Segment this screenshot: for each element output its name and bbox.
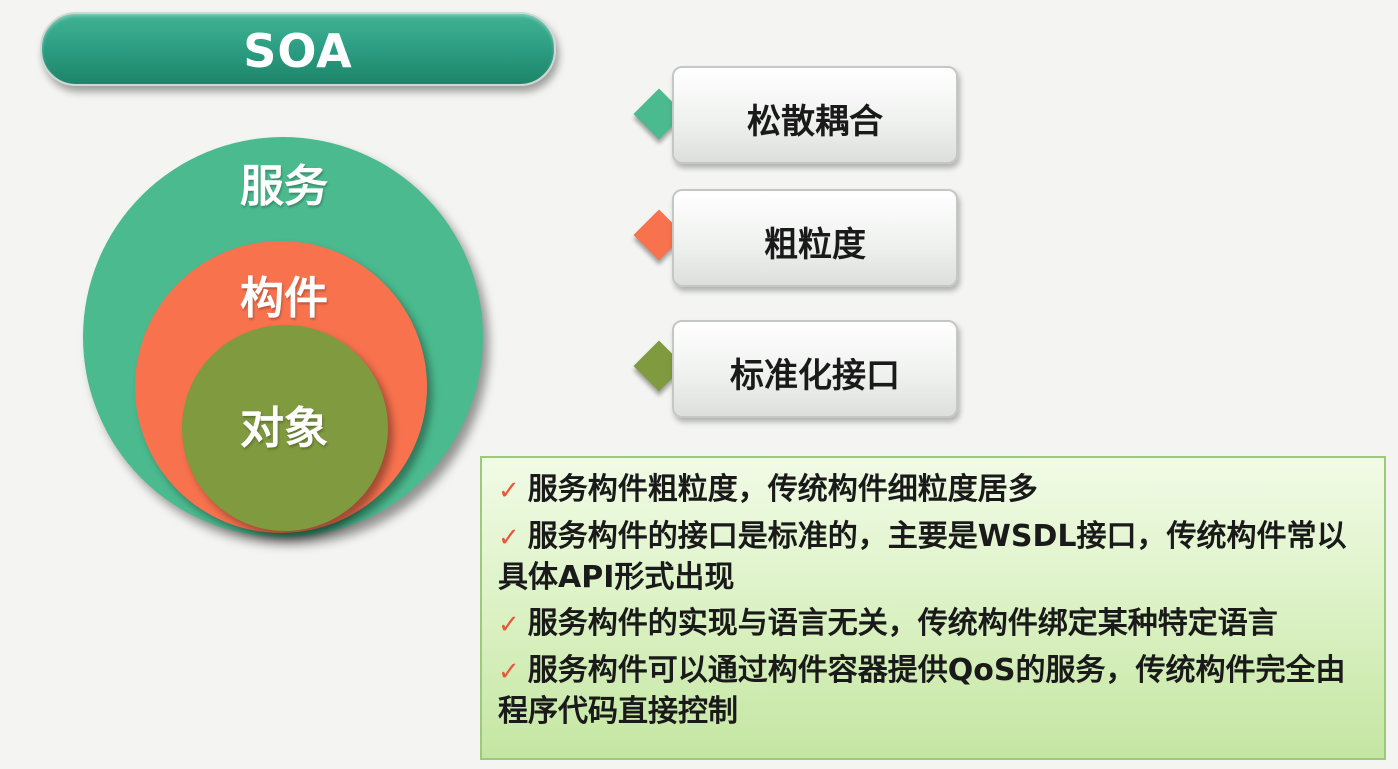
checkmark-icon: ✓: [498, 476, 520, 506]
feature-standard-interface: 标准化接口: [672, 320, 958, 418]
note-item: ✓ 服务构件粗粒度，传统构件细粒度居多: [498, 470, 1370, 511]
feature-label: 标准化接口: [730, 356, 900, 396]
feature-label: 松散耦合: [747, 102, 883, 142]
object-label: 对象: [240, 403, 328, 454]
checkmark-icon: ✓: [498, 523, 520, 553]
slide-title: SOA: [243, 24, 353, 78]
feature-label: 粗粒度: [764, 225, 866, 265]
note-text: 服务构件粗粒度，传统构件细粒度居多: [527, 472, 1038, 507]
note-item: ✓ 服务构件的接口是标准的，主要是WSDL接口，传统构件常以具体API形式出现: [498, 517, 1370, 598]
component-label: 构件: [240, 273, 328, 324]
note-item: ✓ 服务构件可以通过构件容器提供QoS的服务，传统构件完全由程序代码直接控制: [498, 651, 1370, 732]
checkmark-icon: ✓: [498, 610, 520, 640]
note-item: ✓ 服务构件的实现与语言无关，传统构件绑定某种特定语言: [498, 604, 1370, 645]
feature-coarse-granularity: 粗粒度: [672, 189, 958, 287]
object-circle: [182, 325, 388, 531]
service-label: 服务: [240, 161, 328, 212]
feature-loose-coupling: 松散耦合: [672, 66, 958, 164]
comparison-notes: ✓ 服务构件粗粒度，传统构件细粒度居多 ✓ 服务构件的接口是标准的，主要是WSDL接…: [480, 456, 1386, 760]
checkmark-icon: ✓: [498, 657, 520, 687]
note-text: 服务构件可以通过构件容器提供QoS的服务，传统构件完全由程序代码直接控制: [498, 653, 1346, 729]
title-banner: SOA: [40, 12, 556, 86]
note-text: 服务构件的接口是标准的，主要是WSDL接口，传统构件常以具体API形式出现: [498, 519, 1347, 595]
note-text: 服务构件的实现与语言无关，传统构件绑定某种特定语言: [527, 606, 1278, 641]
